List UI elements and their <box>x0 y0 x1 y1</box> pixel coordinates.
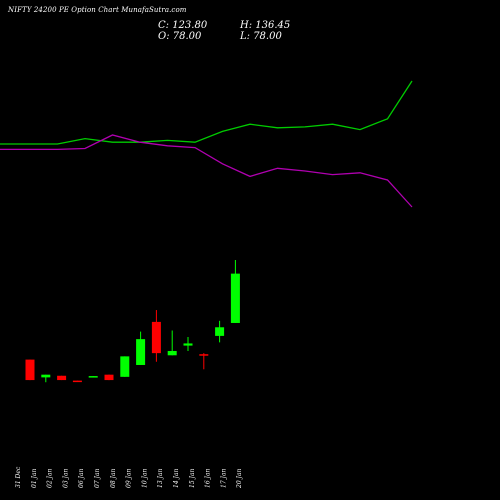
low-value: L: 78.00 <box>240 31 282 42</box>
candle-body <box>57 375 67 381</box>
date-labels: 31 Dec 01 Jan 02 Jan 03 Jan 06 Jan 07 Jan 08 J… <box>15 466 243 489</box>
date-label: 08 Jan <box>110 468 117 488</box>
date-label: 09 Jan <box>126 468 133 488</box>
date-label: 14 Jan <box>173 468 180 488</box>
candle-body <box>151 321 161 354</box>
date-label: 31 Dec <box>15 466 22 488</box>
candle-body <box>72 380 82 383</box>
indicator-line-1 <box>0 80 413 145</box>
close-value: C: 123.80 <box>158 20 208 31</box>
candle-body <box>136 339 146 365</box>
candle-body <box>215 327 225 336</box>
date-label: 02 Jan <box>47 468 54 488</box>
date-label: 13 Jan <box>157 468 164 488</box>
date-label: 03 Jan <box>62 468 69 488</box>
candle-body <box>88 376 98 378</box>
date-label: 16 Jan <box>205 468 212 488</box>
candle-body <box>120 356 130 377</box>
candles <box>25 260 240 383</box>
candle-body <box>230 273 240 323</box>
indicator-lines <box>0 80 413 208</box>
candle-body <box>104 374 114 381</box>
indicator-line-2 <box>0 134 413 208</box>
candle-body <box>41 374 51 378</box>
candle-body <box>199 354 209 356</box>
date-label: 06 Jan <box>78 468 85 488</box>
chart-title: NIFTY 24200 PE Option Chart MunafaSutra.… <box>8 6 187 14</box>
date-label: 07 Jan <box>94 468 101 488</box>
date-label: 15 Jan <box>189 468 196 488</box>
high-value: H: 136.45 <box>240 20 291 31</box>
open-value: O: 78.00 <box>158 31 202 42</box>
candle-body <box>183 343 193 346</box>
date-label: 20 Jan <box>236 468 243 489</box>
candle-body <box>167 350 177 356</box>
date-label: 01 Jan <box>31 468 38 488</box>
candle-body <box>25 359 35 381</box>
date-label: 10 Jan <box>141 468 148 488</box>
date-label: 17 Jan <box>220 468 227 488</box>
